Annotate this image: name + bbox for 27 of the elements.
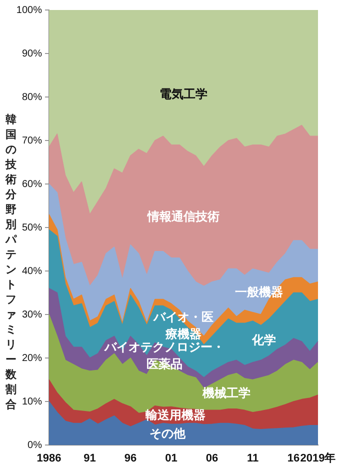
y-tick-label: 30% — [22, 309, 42, 320]
series-label: バイオテクノロジー・医薬品 — [104, 340, 225, 371]
y-tick-label: 80% — [22, 92, 42, 103]
series-label: 化学 — [251, 333, 276, 348]
x-tick-label: 06 — [206, 452, 218, 465]
x-tick-label: 01 — [165, 452, 178, 465]
series-label: その他 — [149, 426, 186, 441]
y-tick-label: 20% — [22, 352, 42, 364]
series-label: 情報通信技術 — [146, 209, 220, 224]
y-tick-label: 0% — [28, 440, 42, 451]
x-tick-label: 96 — [124, 452, 137, 465]
y-tick-label: 40% — [22, 266, 42, 277]
x-tick-label: 91 — [84, 452, 96, 465]
y-tick-label: 10% — [22, 396, 42, 408]
y-tick-label: 70% — [22, 135, 42, 146]
series-label: 輸送用機器 — [144, 408, 206, 422]
series-label: 機械工学 — [202, 386, 251, 400]
y-tick-label: 90% — [22, 48, 42, 60]
x-tick-label: 1986 — [36, 452, 62, 465]
y-tick-label: 50% — [22, 222, 42, 234]
x-tick-label: 11 — [246, 452, 259, 465]
y-tick-label: 60% — [22, 178, 42, 190]
series-label: 電気工学 — [160, 86, 208, 101]
x-tick-label: 2019年 — [300, 452, 336, 465]
y-tick-label: 100% — [16, 4, 42, 16]
x-tick-label: 16 — [287, 452, 300, 465]
text: 韓国の技術分野別パテントファミリー数割合 — [6, 113, 16, 411]
